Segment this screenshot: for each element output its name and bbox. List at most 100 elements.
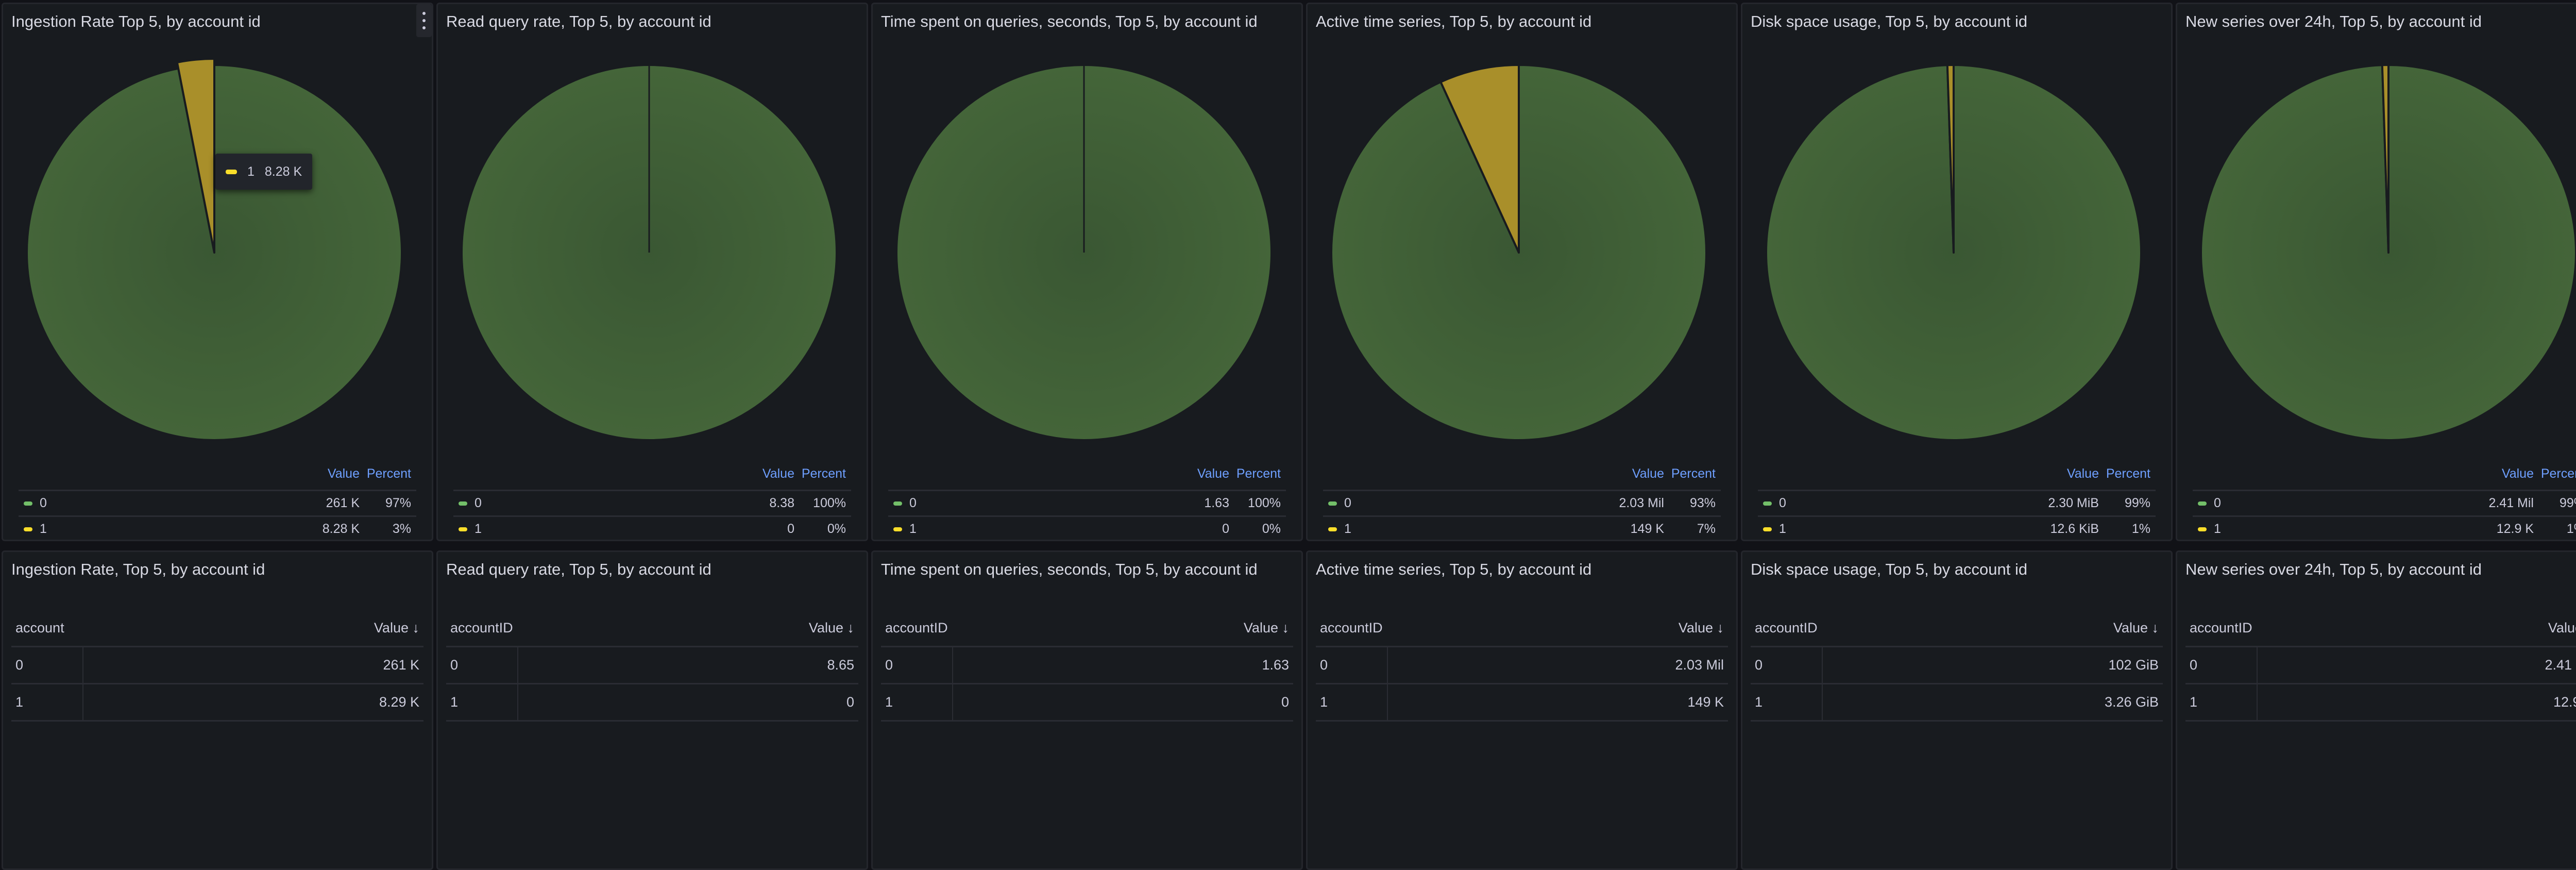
pie-legend: Value Percent 0 1.63 100% 1 0 0%	[888, 458, 1286, 540]
legend-label: 1	[474, 522, 482, 536]
column-header-value[interactable]: Value ↓	[83, 620, 423, 636]
legend-swatch-icon	[1328, 501, 1337, 506]
legend-row[interactable]: 0 2.30 MiB 99%	[1758, 491, 2156, 517]
legend-value-header[interactable]: Value	[1197, 466, 1229, 481]
legend-percent-header[interactable]: Percent	[1236, 466, 1281, 481]
column-header-value[interactable]: Value ↓	[2258, 620, 2576, 636]
legend-row[interactable]: 0 2.41 Mil 99%	[2193, 491, 2576, 517]
table-row[interactable]: 1 149 K	[1316, 684, 1728, 722]
column-header-value[interactable]: Value ↓	[518, 620, 858, 636]
pie-tooltip: 1 8.28 K	[215, 154, 313, 190]
column-header-account[interactable]: accountID	[1755, 620, 1818, 635]
legend-swatch-icon	[2198, 527, 2207, 531]
legend-percent: 1%	[2131, 522, 2150, 536]
legend-value: 0	[787, 522, 794, 536]
legend-value-header[interactable]: Value	[1632, 466, 1664, 481]
legend-row[interactable]: 0 2.03 Mil 93%	[1323, 491, 1721, 517]
pie-panel: Time spent on queries, seconds, Top 5, b…	[871, 3, 1303, 541]
table-row[interactable]: 0 2.03 Mil	[1316, 647, 1728, 684]
pie-panel: Disk space usage, Top 5, by account id Va…	[1741, 3, 2173, 541]
panel-title: Disk space usage, Top 5, by account id	[1751, 12, 2028, 30]
data-table: account Value ↓ 0 261 K 1 8.29 K	[11, 610, 423, 722]
sort-desc-icon: ↓	[847, 620, 855, 635]
legend-value: 0	[1222, 522, 1229, 536]
table-row[interactable]: 1 8.29 K	[11, 684, 423, 722]
table-row[interactable]: 1 12.9 K	[2185, 684, 2576, 722]
legend-label: 1	[909, 522, 917, 536]
panel-title: Disk space usage, Top 5, by account id	[1751, 560, 2028, 578]
pie-panel: Active time series, Top 5, by account id…	[1306, 3, 1738, 541]
table-row[interactable]: 0 261 K	[11, 647, 423, 684]
legend-label: 0	[1779, 496, 1786, 510]
table-cell-value: 3.26 GiB	[2104, 694, 2159, 710]
legend-label: 0	[1344, 496, 1351, 510]
legend-value: 261 K	[326, 496, 360, 510]
pie-legend: Value Percent 0 8.38 100% 1 0 0%	[453, 458, 851, 540]
legend-row[interactable]: 1 12.9 K 1%	[2193, 517, 2576, 540]
pie-slice-1[interactable]	[2381, 64, 2389, 254]
legend-value: 8.38	[769, 496, 794, 510]
legend-row[interactable]: 1 8.28 K 3%	[19, 517, 416, 540]
legend-percent: 93%	[1689, 496, 1716, 510]
legend-percent-header[interactable]: Percent	[801, 466, 846, 481]
legend-value-header[interactable]: Value	[2501, 466, 2534, 481]
column-header-value[interactable]: Value ↓	[1823, 620, 2163, 636]
table-panel: Ingestion Rate, Top 5, by account id acco…	[2, 550, 433, 870]
tooltip-name: 1	[247, 164, 255, 179]
table-row[interactable]: 0 102 GiB	[1751, 647, 2163, 684]
column-header-account[interactable]: account	[15, 620, 64, 635]
legend-swatch-icon	[459, 501, 467, 506]
table-header: accountID Value ↓	[881, 610, 1293, 647]
pie-legend: Value Percent 0 261 K 97% 1 8.28 K 3%	[19, 458, 416, 540]
table-cell-account: 1	[446, 684, 518, 720]
pie-legend: Value Percent 0 2.30 MiB 99% 1 12.6 KiB 1%	[1758, 458, 2156, 540]
legend-row[interactable]: 0 261 K 97%	[19, 491, 416, 517]
legend-row[interactable]: 1 0 0%	[888, 517, 1286, 540]
column-header-account[interactable]: accountID	[450, 620, 513, 635]
panel-title: New series over 24h, Top 5, by account i…	[2185, 560, 2482, 578]
pie-slice-1[interactable]	[1946, 63, 1955, 254]
legend-row[interactable]: 0 1.63 100%	[888, 491, 1286, 517]
table-row[interactable]: 0 2.41 Mil	[2185, 647, 2576, 684]
legend-label: 0	[40, 496, 47, 510]
legend-percent-header[interactable]: Percent	[1671, 466, 1716, 481]
legend-swatch-icon	[1328, 527, 1337, 531]
legend-swatch-icon	[1763, 527, 1772, 531]
column-header-value[interactable]: Value ↓	[953, 620, 1293, 636]
panel-title: Ingestion Rate Top 5, by account id	[11, 12, 261, 30]
sort-desc-icon: ↓	[1282, 620, 1290, 635]
legend-row[interactable]: 1 0 0%	[453, 517, 851, 540]
column-header-value-label: Value	[374, 620, 409, 635]
table-cell-account: 1	[881, 684, 953, 720]
table-row[interactable]: 0 8.65	[446, 647, 858, 684]
pie-slice-1[interactable]	[176, 58, 215, 254]
legend-row[interactable]: 0 8.38 100%	[453, 491, 851, 517]
legend-value-header[interactable]: Value	[762, 466, 794, 481]
legend-percent-header[interactable]: Percent	[366, 466, 411, 481]
legend-swatch-icon	[2198, 501, 2207, 506]
legend-swatch-icon	[459, 527, 467, 531]
legend-percent-header[interactable]: Percent	[2540, 466, 2576, 481]
pie-slice-1[interactable]	[1439, 64, 1520, 254]
panel-menu-button[interactable]	[416, 4, 432, 37]
legend-name: 0	[1758, 496, 2042, 511]
legend-value-header[interactable]: Value	[327, 466, 360, 481]
table-row[interactable]: 0 1.63	[881, 647, 1293, 684]
table-cell-value: 2.41 Mil	[2545, 657, 2576, 673]
legend-percent-header[interactable]: Percent	[2106, 466, 2150, 481]
column-header-account[interactable]: accountID	[2190, 620, 2252, 635]
column-header-account[interactable]: accountID	[1320, 620, 1383, 635]
table-cell-account: 0	[881, 647, 953, 683]
legend-row[interactable]: 1 149 K 7%	[1323, 517, 1721, 540]
column-header-account[interactable]: accountID	[885, 620, 948, 635]
table-row[interactable]: 1 3.26 GiB	[1751, 684, 2163, 722]
data-table: accountID Value ↓ 0 8.65 1 0	[446, 610, 858, 722]
column-header-value[interactable]: Value ↓	[1388, 620, 1728, 636]
table-header: accountID Value ↓	[1316, 610, 1728, 647]
legend-value-header[interactable]: Value	[2066, 466, 2099, 481]
legend-row[interactable]: 1 12.6 KiB 1%	[1758, 517, 2156, 540]
sort-desc-icon: ↓	[2151, 620, 2159, 635]
table-cell-account: 0	[1316, 647, 1388, 683]
